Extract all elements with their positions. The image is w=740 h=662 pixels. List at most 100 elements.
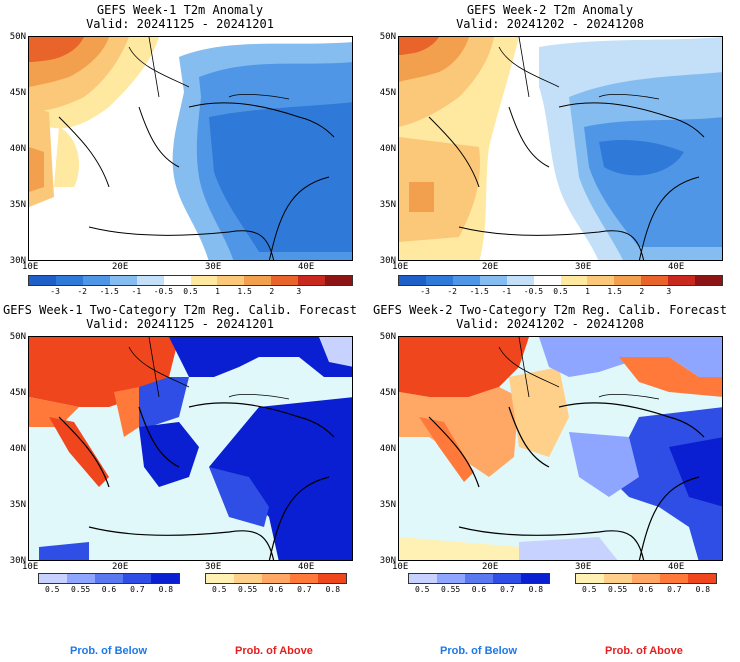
lat-label: 50N [379, 32, 396, 42]
colorbar-tick-label: 0.6 [471, 585, 487, 594]
anomaly-colorbar-swatch [271, 276, 299, 285]
anomaly-colorbar [28, 275, 353, 286]
lon-label: 40E [298, 262, 315, 272]
lat-label: 35N [379, 500, 396, 510]
lon-label: 40E [668, 262, 685, 272]
lon-label: 20E [482, 562, 499, 572]
prob-above-label: Prob. of Above [605, 645, 683, 657]
colorbar-tick-label: 1.5 [237, 287, 252, 296]
lat-label: 50N [9, 332, 26, 342]
panel-valid-date: Valid: 20241202 - 20241208 [456, 317, 644, 331]
lat-label: 50N [379, 332, 396, 342]
lon-label: 10E [22, 262, 39, 272]
below-colorbar-swatch [123, 574, 151, 583]
colorbar-tick-label: 0.55 [70, 585, 91, 594]
above-colorbar-swatch [206, 574, 234, 583]
lat-label: 30N [379, 256, 396, 266]
colorbar-tick-label: 0.6 [638, 585, 654, 594]
above-colorbar-swatch [262, 574, 290, 583]
anomaly-colorbar-swatch [695, 276, 723, 285]
colorbar-tick-label: 0.55 [440, 585, 461, 594]
above-colorbar-swatch [290, 574, 318, 583]
colorbar-tick-label: 1 [215, 287, 220, 296]
lon-label: 20E [482, 262, 499, 272]
anomaly-colorbar-swatch [399, 276, 426, 285]
below-colorbar-swatch [67, 574, 95, 583]
anomaly-colorbar-swatch [55, 276, 83, 285]
anomaly-colorbar-swatch [109, 276, 137, 285]
above-colorbar [205, 573, 347, 584]
colorbar-tick-label: -2 [447, 287, 457, 296]
anomaly-colorbar-swatch [298, 276, 326, 285]
colorbar-tick-label: -2 [77, 287, 87, 296]
panel-valid-date: Valid: 20241125 - 20241201 [86, 317, 274, 331]
panel-title: GEFS Week-2 T2m Anomaly [466, 3, 634, 17]
colorbar-tick-label: 3 [296, 287, 302, 296]
above-colorbar-swatch [576, 574, 604, 583]
anomaly-colorbar-swatch [325, 276, 353, 285]
colorbar-tick-label: -1.5 [469, 287, 489, 296]
lon-label: 30E [205, 262, 222, 272]
lat-label: 35N [379, 200, 396, 210]
panel-valid-date: Valid: 20241125 - 20241201 [86, 17, 274, 31]
below-colorbar-labels: 0.5 0.55 0.6 0.7 0.8 [38, 585, 180, 595]
above-colorbar-swatch [604, 574, 632, 583]
anomaly-colorbar-labels: -3 -2 -1.5 -1 -0.5 0.5 1 1.5 2 3 [28, 287, 353, 297]
below-colorbar-swatch [465, 574, 493, 583]
lat-label: 35N [9, 500, 26, 510]
panel-week1-probability: GEFS Week-1 Two-Category T2m Reg. Calib.… [0, 300, 370, 662]
above-colorbar-swatch [234, 574, 262, 583]
prob-above-label: Prob. of Above [235, 645, 313, 657]
colorbar-tick-label: 0.7 [667, 585, 682, 594]
colorbar-tick-label: 0.8 [325, 585, 341, 594]
above-colorbar-labels: 0.5 0.55 0.6 0.7 0.8 [205, 585, 347, 595]
colorbar-tick-label: 0.8 [158, 585, 174, 594]
colorbar-tick-label: 0.55 [237, 585, 258, 594]
below-colorbar [38, 573, 180, 584]
panel-valid-date: Valid: 20241202 - 20241208 [456, 17, 644, 31]
panel-title: GEFS Week-2 Two-Category T2m Reg. Calib.… [372, 303, 727, 317]
lon-label: 20E [112, 262, 129, 272]
below-colorbar-swatch [521, 574, 549, 583]
lon-label: 40E [668, 562, 685, 572]
anomaly-map [398, 36, 723, 261]
colorbar-tick-label: 0.8 [528, 585, 544, 594]
lat-label: 45N [379, 88, 396, 98]
anomaly-colorbar-swatch [533, 276, 561, 285]
lon-label: 40E [298, 562, 315, 572]
above-colorbar-swatch [688, 574, 716, 583]
lon-label: 10E [22, 562, 39, 572]
colorbar-tick-label: 2 [639, 287, 645, 296]
colorbar-tick-label: 0.55 [607, 585, 628, 594]
anomaly-colorbar-swatch [641, 276, 669, 285]
colorbar-tick-label: -1 [501, 287, 512, 296]
panel-title: GEFS Week-1 T2m Anomaly [96, 3, 264, 17]
colorbar-tick-label: -1 [131, 287, 142, 296]
lat-label: 30N [9, 256, 26, 266]
anomaly-colorbar-swatch [244, 276, 272, 285]
lat-label: 40N [9, 144, 26, 154]
below-colorbar-swatch [151, 574, 179, 583]
above-colorbar [575, 573, 717, 584]
prob-below-label: Prob. of Below [440, 645, 517, 657]
colorbar-tick-label: 0.8 [695, 585, 711, 594]
lat-label: 45N [379, 388, 396, 398]
colorbar-tick-label: 0.5 [414, 585, 430, 594]
anomaly-colorbar-labels: -3 -2 -1.5 -1 -0.5 0.5 1 1.5 2 3 [398, 287, 723, 297]
colorbar-tick-label: 0.5 [211, 585, 227, 594]
colorbar-tick-label: -3 [50, 287, 60, 296]
lon-label: 30E [575, 562, 592, 572]
colorbar-tick-label: -3 [420, 287, 430, 296]
anomaly-colorbar-swatch [136, 276, 164, 285]
lat-label: 40N [379, 144, 396, 154]
below-colorbar [408, 573, 550, 584]
anomaly-colorbar-swatch [425, 276, 453, 285]
colorbar-tick-label: 0.7 [130, 585, 145, 594]
lon-label: 30E [205, 562, 222, 572]
panel-week2-anomaly: GEFS Week-2 T2m Anomaly Valid: 20241202 … [370, 0, 740, 300]
lat-label: 35N [9, 200, 26, 210]
colorbar-tick-label: 3 [666, 287, 672, 296]
colorbar-tick-label: -1.5 [99, 287, 119, 296]
colorbar-tick-label: 1.5 [607, 287, 622, 296]
colorbar-tick-label: 0.5 [44, 585, 60, 594]
